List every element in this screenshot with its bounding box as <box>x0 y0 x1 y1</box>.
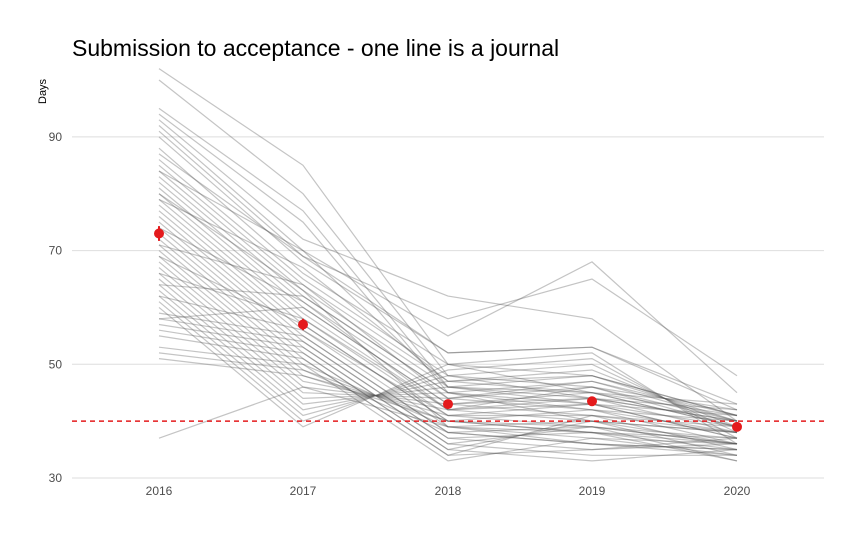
journal-line <box>158 210 738 456</box>
journal-line <box>158 255 738 445</box>
mean-point <box>298 319 308 330</box>
journal-line <box>158 358 738 451</box>
mean-point <box>587 396 597 407</box>
mean-point <box>154 228 164 239</box>
journal-line <box>158 79 738 422</box>
journal-line <box>158 295 738 434</box>
journal-line <box>158 233 738 451</box>
journal-line <box>158 170 738 434</box>
journal-line <box>158 318 738 451</box>
journal-line <box>158 159 738 422</box>
journal-line <box>158 204 738 462</box>
journal-line <box>158 227 738 445</box>
journal-line <box>158 216 738 451</box>
journal-line <box>158 289 738 428</box>
journal-line <box>158 335 738 456</box>
mean-point <box>732 421 742 432</box>
journal-line <box>158 164 738 428</box>
journal-line <box>158 193 738 456</box>
journal-line <box>158 306 738 445</box>
journal-line <box>158 323 737 456</box>
journal-line <box>158 284 738 445</box>
journal-line <box>158 352 738 445</box>
journal-line <box>158 227 738 439</box>
journal-line <box>158 125 738 394</box>
journal-line <box>158 244 738 422</box>
journal-line <box>158 198 738 462</box>
x-tick-label: 2019 <box>579 484 606 498</box>
journal-line <box>158 238 738 456</box>
journal-line <box>158 244 738 462</box>
journal-line <box>158 113 738 434</box>
journal-line <box>158 278 738 417</box>
y-tick-label: 30 <box>49 471 63 485</box>
y-tick-label: 70 <box>49 244 63 258</box>
journal-line <box>158 346 738 434</box>
journal-line <box>158 386 738 439</box>
journal-line <box>158 176 738 439</box>
journal-line <box>158 136 738 411</box>
journal-line <box>158 261 738 411</box>
mean-point <box>443 399 453 410</box>
x-tick-label: 2016 <box>146 484 173 498</box>
journal-line <box>158 255 738 417</box>
journal-line <box>158 221 738 445</box>
journal-line <box>158 272 738 411</box>
journal-line <box>158 130 738 377</box>
x-tick-label: 2017 <box>290 484 317 498</box>
journal-line <box>158 193 738 456</box>
journal-line <box>158 119 738 422</box>
journal-line <box>158 301 738 439</box>
journal-line <box>158 272 738 428</box>
journal-line <box>158 107 738 428</box>
journal-line <box>158 147 738 417</box>
journal-line <box>158 153 738 405</box>
y-tick-label: 50 <box>49 357 63 371</box>
journal-line <box>158 198 738 417</box>
journal-line <box>158 250 738 422</box>
journal-line <box>158 68 738 417</box>
y-tick-label: 90 <box>49 130 63 144</box>
x-tick-label: 2018 <box>435 484 462 498</box>
chart-title: Submission to acceptance - one line is a… <box>72 35 560 61</box>
journal-line <box>158 312 738 451</box>
journal-line <box>158 284 738 422</box>
journal-line <box>158 329 738 462</box>
x-tick-label: 2020 <box>724 484 751 498</box>
journal-line <box>158 170 738 428</box>
